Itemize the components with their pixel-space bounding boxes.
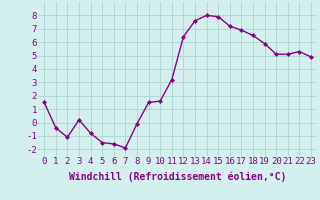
- X-axis label: Windchill (Refroidissement éolien,°C): Windchill (Refroidissement éolien,°C): [69, 172, 286, 182]
